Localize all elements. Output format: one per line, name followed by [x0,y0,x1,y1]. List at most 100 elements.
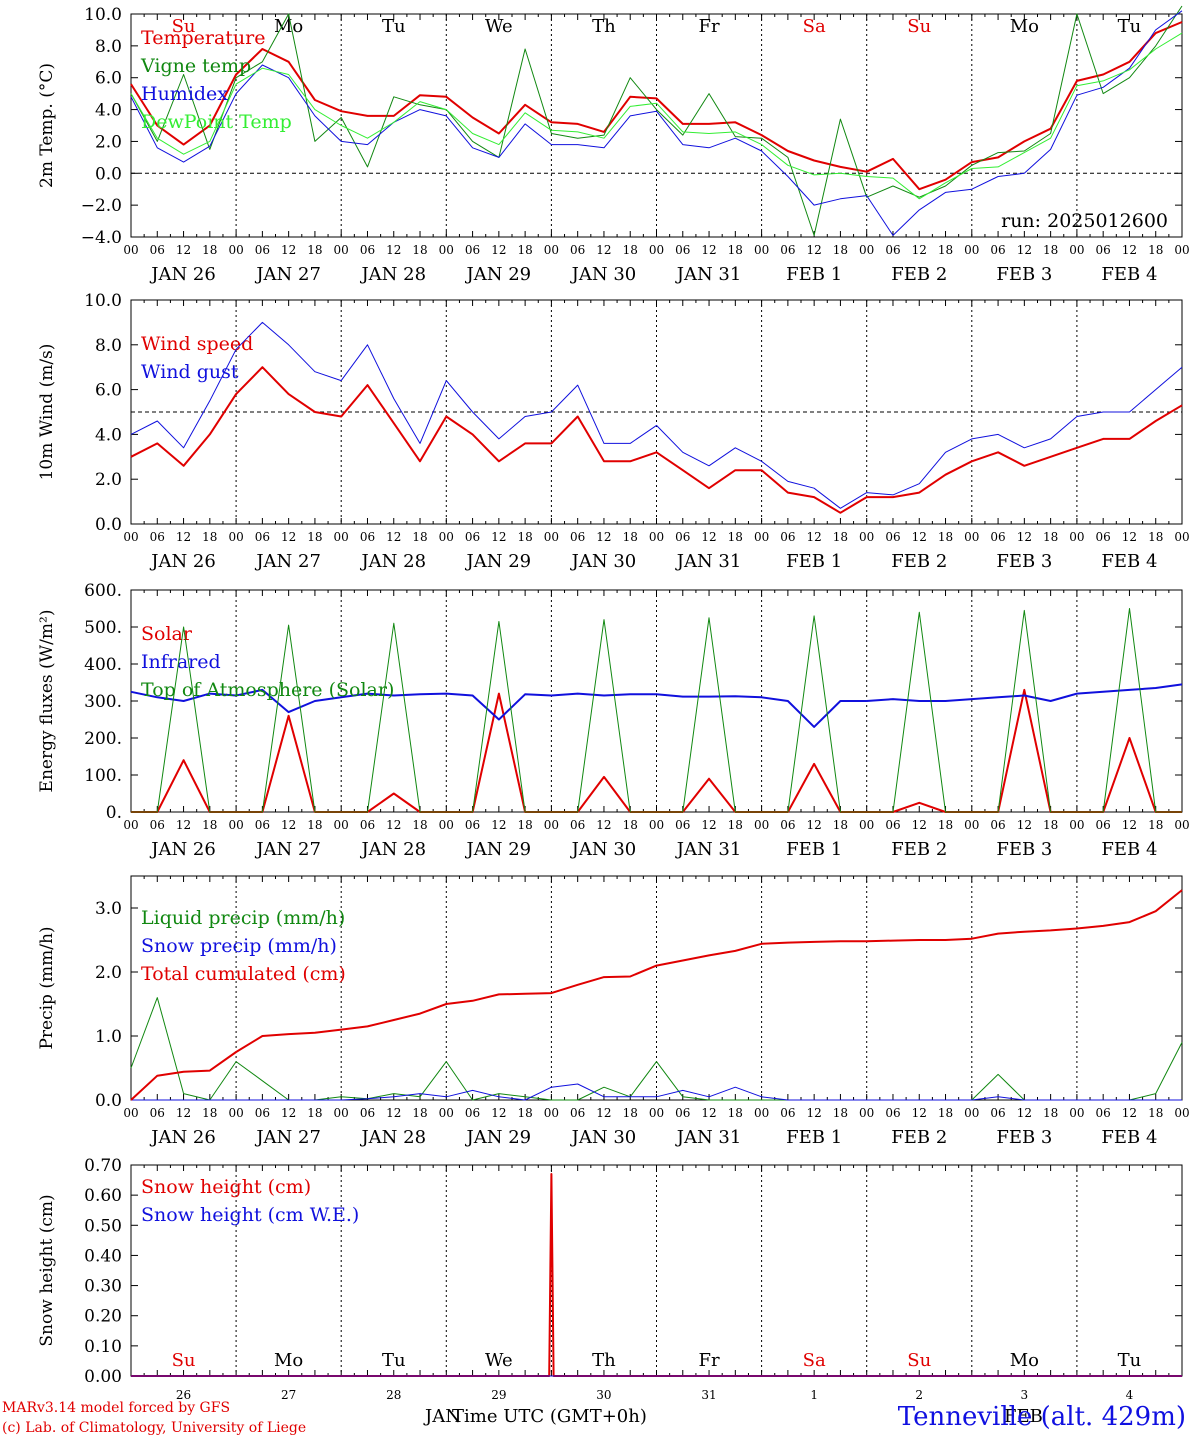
legend-entry: Total cumulated (cm) [141,963,346,985]
day-number-label: 28 [386,1388,401,1402]
hour-tick-label: 00 [334,243,349,257]
hour-tick-label: 18 [833,818,848,832]
hour-tick-label: 06 [1096,243,1111,257]
legend-entry: Wind gust [141,361,239,383]
hour-tick-label: 06 [255,1106,270,1120]
y-axis-title: Precip (mm/h) [37,926,57,1049]
y-axis-title: 10m Wind (m/s) [37,344,57,481]
hour-tick-label: 06 [150,530,165,544]
hour-tick-label: 00 [334,530,349,544]
y-tick-label: 0.10 [84,1337,122,1357]
hour-tick-label: 18 [412,818,427,832]
hour-tick-label: 18 [1148,1106,1163,1120]
y-tick-label: 10.0 [84,291,122,311]
series-line-wind-gust [130,321,1183,509]
hour-tick-label: 00 [228,243,243,257]
hour-tick-label: 06 [780,243,795,257]
chart-panel-1: 10.0 8.0 6.0 4.0 2.0 0.0 −2.0 −4.0 2m Temp. (°C)… [37,5,1190,285]
y-tick-label: 0. [106,803,122,823]
hour-tick-label: 00 [439,530,454,544]
y-tick-label: 6.0 [95,381,122,401]
y-tick-label: 0.0 [95,515,122,535]
weekday-label: Th [592,1350,616,1371]
lab-credit: (c) Lab. of Climatology, University of L… [2,1420,307,1436]
hour-tick-label: 06 [885,243,900,257]
chart-panel-3: 600. 500. 400. 300. 200. 100. 0. Energy fluxes … [37,581,1190,860]
hour-tick-label: 18 [1148,530,1163,544]
hour-tick-label: 06 [990,530,1005,544]
date-label: JAN 29 [465,551,532,572]
series-line-snow-precip-mm-h- [131,1083,1182,1101]
hour-tick-label: 00 [859,818,874,832]
y-tick-label: 1.0 [95,1027,122,1047]
day-number-label: 29 [491,1388,506,1402]
y-tick-label: 8.0 [95,336,122,356]
hour-tick-label: 06 [1096,530,1111,544]
y-axis-title: 2m Temp. (°C) [37,63,57,188]
hour-tick-label: 06 [885,818,900,832]
day-number-label: 31 [701,1388,716,1402]
month-label-jan: JAN [425,1406,461,1427]
hour-tick-label: 00 [439,818,454,832]
weekday-label: Sa [803,1350,826,1371]
weekday-label: Su [907,16,931,37]
hour-tick-label: 12 [701,243,716,257]
hour-tick-label: 12 [386,530,401,544]
hour-tick-label: 18 [412,1106,427,1120]
series-line-top-of-atmosphere-solar- [131,608,1182,813]
series-line-humidex [130,10,1183,236]
hour-tick-label: 06 [780,818,795,832]
hour-tick-label: 18 [728,818,743,832]
hour-tick-label: 06 [885,1106,900,1120]
date-label: FEB 4 [1101,551,1157,572]
legend-entry: Wind speed [141,333,253,355]
hour-tick-label: 00 [649,818,664,832]
hour-tick-label: 00 [754,1106,769,1120]
hour-tick-label: 12 [1122,818,1137,832]
hour-tick-label: 06 [150,818,165,832]
hour-tick-label: 00 [964,243,979,257]
hour-tick-label: 00 [964,818,979,832]
hour-tick-label: 12 [1017,818,1032,832]
date-label: JAN 31 [675,1127,742,1148]
y-tick-label: 300. [84,692,122,712]
day-number-label: 2 [915,1388,923,1402]
hour-tick-label: 18 [1043,818,1058,832]
hour-tick-label: 12 [807,1106,822,1120]
series-line-wind-speed [130,366,1183,514]
date-label: FEB 4 [1101,264,1157,285]
y-tick-label: 0.0 [95,164,122,184]
date-label: FEB 3 [996,551,1052,572]
hour-tick-label: 06 [675,530,690,544]
hour-tick-label: 12 [386,243,401,257]
weekday-label: Tu [1118,16,1142,37]
date-label: JAN 30 [570,551,637,572]
hour-tick-label: 06 [570,1106,585,1120]
hour-tick-label: 00 [439,1106,454,1120]
legend-entry: Vigne temp [140,55,251,77]
hour-tick-label: 12 [596,530,611,544]
weekday-label: Mo [1010,1350,1039,1371]
hour-tick-label: 06 [1096,1106,1111,1120]
y-tick-label: 200. [84,729,122,749]
hour-tick-label: 18 [1043,243,1058,257]
hour-tick-label: 12 [596,1106,611,1120]
day-number-label: 26 [176,1388,191,1402]
hour-tick-label: 06 [360,818,375,832]
series-line-infrared [130,683,1183,728]
hour-tick-label: 06 [255,818,270,832]
hour-tick-label: 12 [386,818,401,832]
weekday-label: Tu [1118,1350,1142,1371]
hour-tick-label: 06 [465,243,480,257]
legend-entry: Top of Atmosphere (Solar) [141,679,394,701]
hour-tick-label: 00 [123,243,138,257]
hour-tick-label: 00 [1174,530,1189,544]
x-axis-title: Time UTC (GMT+0h) [452,1406,647,1427]
hour-tick-label: 00 [544,1106,559,1120]
hour-tick-label: 06 [675,1106,690,1120]
hour-tick-label: 12 [701,818,716,832]
date-label: FEB 2 [891,839,947,860]
hour-tick-label: 18 [307,1106,322,1120]
hour-tick-label: 00 [964,530,979,544]
hour-tick-label: 12 [281,1106,296,1120]
